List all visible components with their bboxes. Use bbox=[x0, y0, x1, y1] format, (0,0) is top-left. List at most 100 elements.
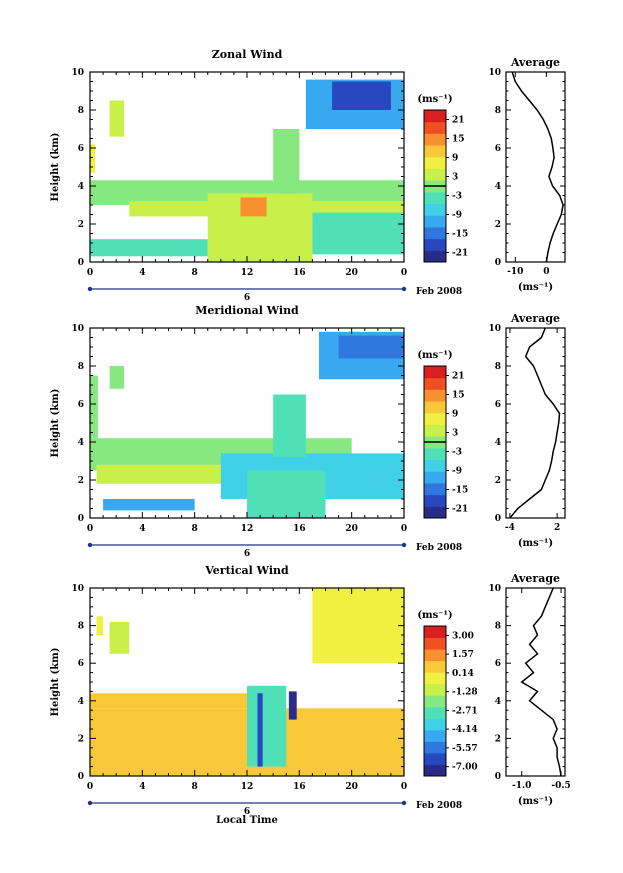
heatmap-cell bbox=[273, 394, 306, 458]
panel-title: Vertical Wind bbox=[204, 564, 289, 577]
average-y-tick-label: 2 bbox=[495, 476, 501, 486]
average-y-tick-label: 10 bbox=[488, 68, 501, 78]
colorbar-segment bbox=[424, 764, 446, 777]
heatmap-cell bbox=[90, 239, 208, 257]
colorbar-segment bbox=[424, 471, 446, 484]
x-tick-label: 0 bbox=[401, 782, 407, 792]
colorbar-segment bbox=[424, 215, 446, 228]
average-y-tick-label: 4 bbox=[495, 697, 501, 707]
colorbar-segment bbox=[424, 110, 446, 123]
colorbar-segment bbox=[424, 660, 446, 673]
colorbar-segment bbox=[424, 459, 446, 472]
x-tick-label: 8 bbox=[192, 524, 198, 534]
colorbar-segment bbox=[424, 447, 446, 461]
heatmap-cell bbox=[109, 621, 130, 654]
colorbar-segment bbox=[424, 683, 446, 696]
colorbar-tick-label: -3 bbox=[452, 192, 462, 202]
day-bar-end-marker bbox=[401, 286, 407, 292]
average-profile-line bbox=[520, 587, 562, 777]
average-y-tick-label: 0 bbox=[495, 258, 501, 268]
y-tick-label: 8 bbox=[78, 622, 84, 632]
x-tick-label: 16 bbox=[293, 782, 306, 792]
average-y-tick-label: 4 bbox=[495, 438, 501, 448]
colorbar-segment bbox=[424, 706, 446, 719]
colorbar-segment bbox=[424, 637, 446, 650]
x-tick-label: 12 bbox=[241, 782, 254, 792]
colorbar-segment bbox=[424, 752, 446, 765]
heatmap-cell bbox=[288, 691, 297, 720]
colorbar-tick-label: 9 bbox=[452, 154, 458, 164]
average-frame bbox=[505, 587, 566, 777]
x-tick-label: 4 bbox=[139, 268, 145, 278]
colorbar-segment bbox=[424, 203, 446, 216]
average-unit-label: (ms⁻¹) bbox=[518, 796, 553, 807]
colorbar-unit-label: (ms⁻¹) bbox=[417, 94, 452, 105]
y-tick-label: 0 bbox=[78, 772, 84, 782]
heatmap-cell bbox=[90, 375, 98, 439]
colorbar-tick-label: -3 bbox=[452, 448, 462, 458]
colorbar-tick-label: -9 bbox=[452, 467, 462, 477]
colorbar-segment bbox=[424, 695, 446, 708]
x-tick-label: 12 bbox=[241, 268, 254, 278]
heatmap-cell bbox=[312, 212, 404, 255]
colorbar-segment bbox=[424, 250, 446, 263]
y-axis-label: Height (km) bbox=[50, 389, 61, 458]
colorbar-segment bbox=[424, 482, 446, 496]
heatmap-cell bbox=[240, 197, 267, 217]
colorbar-tick-label: 3 bbox=[452, 173, 458, 183]
colorbar-frame bbox=[423, 625, 447, 777]
y-tick-label: 6 bbox=[78, 659, 84, 669]
colorbar-tick-label: -1.28 bbox=[452, 688, 478, 698]
colorbar-tick-label: -7.00 bbox=[452, 763, 478, 773]
average-y-tick-label: 8 bbox=[495, 106, 501, 116]
y-tick-label: 4 bbox=[78, 182, 84, 192]
average-y-tick-label: 0 bbox=[495, 772, 501, 782]
heatmap-cell bbox=[90, 144, 96, 173]
x-tick-label: 8 bbox=[192, 782, 198, 792]
colorbar-segment bbox=[424, 626, 446, 639]
day-label: 6 bbox=[244, 549, 250, 559]
colorbar-unit-label: (ms⁻¹) bbox=[417, 610, 452, 621]
x-axis-label: Local Time bbox=[216, 815, 278, 826]
x-tick-label: 0 bbox=[87, 524, 93, 534]
day-label: 6 bbox=[244, 807, 250, 817]
colorbar-segment bbox=[424, 401, 446, 414]
average-y-tick-label: 8 bbox=[495, 362, 501, 372]
x-tick-label: 8 bbox=[192, 268, 198, 278]
colorbar-segment bbox=[424, 389, 446, 402]
x-tick-label: 20 bbox=[345, 524, 358, 534]
colorbar-tick-label: 9 bbox=[452, 410, 458, 420]
average-title: Average bbox=[510, 572, 560, 585]
y-tick-label: 2 bbox=[78, 734, 84, 744]
heatmap-cell bbox=[312, 588, 404, 664]
x-tick-label: 16 bbox=[293, 268, 306, 278]
average-profile-line bbox=[511, 71, 564, 263]
heatmap-cell bbox=[90, 693, 261, 709]
x-tick-label: 0 bbox=[401, 524, 407, 534]
colorbar-tick-label: -5.57 bbox=[452, 744, 478, 754]
colorbar-tick-label: 3.00 bbox=[452, 631, 474, 641]
average-y-tick-label: 2 bbox=[495, 220, 501, 230]
average-y-tick-label: 8 bbox=[495, 622, 501, 632]
y-tick-label: 0 bbox=[78, 514, 84, 524]
colorbar-segment bbox=[424, 412, 446, 425]
y-tick-label: 2 bbox=[78, 220, 84, 230]
colorbar-tick-label: 3 bbox=[452, 429, 458, 439]
day-label: 6 bbox=[244, 293, 250, 303]
y-tick-label: 8 bbox=[78, 106, 84, 116]
date-label: Feb 2008 bbox=[416, 801, 462, 811]
colorbar-tick-label: -21 bbox=[452, 505, 468, 515]
average-y-tick-label: 2 bbox=[495, 734, 501, 744]
colorbar-segment bbox=[424, 366, 446, 379]
x-tick-label: 4 bbox=[139, 524, 145, 534]
day-bar-start-marker bbox=[87, 542, 93, 548]
y-tick-label: 6 bbox=[78, 144, 84, 154]
day-bar-start-marker bbox=[87, 800, 93, 806]
colorbar-tick-label: -9 bbox=[452, 211, 462, 221]
day-bar-end-marker bbox=[401, 542, 407, 548]
average-frame bbox=[505, 327, 566, 519]
colorbar-segment bbox=[424, 121, 446, 134]
